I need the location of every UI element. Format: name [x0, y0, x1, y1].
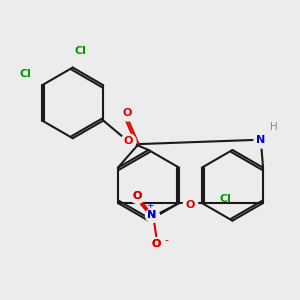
Text: N: N	[147, 210, 157, 220]
Text: O: O	[133, 190, 142, 201]
Text: N: N	[147, 210, 157, 220]
Text: Cl: Cl	[74, 46, 86, 56]
Text: Cl: Cl	[20, 69, 32, 79]
Text: O: O	[152, 239, 161, 249]
Text: +: +	[146, 201, 153, 210]
Text: O: O	[186, 200, 195, 210]
Text: -: -	[164, 236, 168, 245]
Text: N: N	[256, 135, 266, 145]
Text: Cl: Cl	[220, 194, 231, 204]
Text: O: O	[123, 108, 132, 118]
Text: O: O	[133, 190, 142, 201]
Text: O: O	[152, 239, 161, 249]
Text: H: H	[270, 122, 278, 132]
Text: O: O	[123, 136, 133, 146]
